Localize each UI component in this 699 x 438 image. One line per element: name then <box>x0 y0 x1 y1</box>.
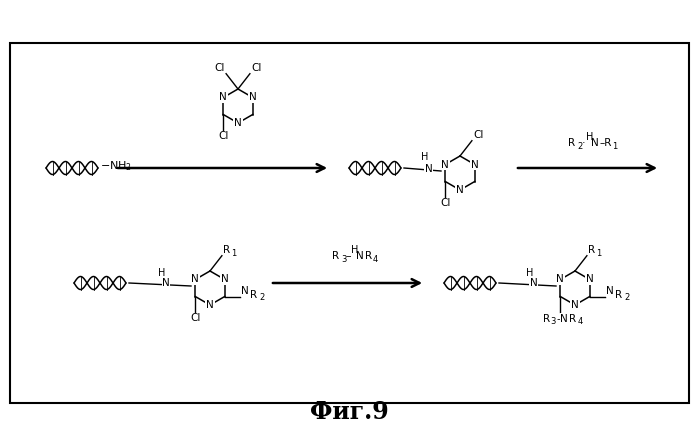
Text: H: H <box>421 152 428 162</box>
Text: $-$NH$_2$: $-$NH$_2$ <box>100 159 132 173</box>
Text: N: N <box>441 159 449 170</box>
Text: N: N <box>219 92 227 102</box>
Bar <box>10 43 689 403</box>
Text: 2: 2 <box>624 293 629 302</box>
Text: –: – <box>345 251 351 261</box>
Text: N: N <box>606 286 614 297</box>
Text: N: N <box>424 163 433 173</box>
Text: N: N <box>356 251 364 261</box>
Text: 4: 4 <box>577 317 582 326</box>
Text: H: H <box>158 268 166 278</box>
Text: Cl: Cl <box>440 198 450 208</box>
Text: N: N <box>561 314 568 324</box>
Text: H: H <box>352 245 359 255</box>
Text: R: R <box>569 314 577 324</box>
Text: R: R <box>365 251 372 261</box>
Text: –R: –R <box>600 138 612 148</box>
Text: N: N <box>591 138 599 148</box>
Text: N: N <box>471 159 479 170</box>
Text: 1: 1 <box>596 249 601 258</box>
Text: R: R <box>588 245 595 255</box>
Text: Фиг.9: Фиг.9 <box>310 400 389 424</box>
Text: H: H <box>526 268 533 278</box>
Text: N: N <box>556 275 564 285</box>
Text: 4: 4 <box>373 255 378 264</box>
Text: 1: 1 <box>612 142 617 151</box>
Text: N: N <box>530 279 538 289</box>
Text: 3: 3 <box>550 317 555 326</box>
Text: 1: 1 <box>231 249 236 258</box>
Text: N: N <box>241 286 249 297</box>
Text: H: H <box>586 132 593 142</box>
Text: R: R <box>332 251 339 261</box>
Text: N: N <box>586 275 593 285</box>
Text: R: R <box>250 290 257 300</box>
Text: N: N <box>249 92 257 102</box>
Text: N: N <box>221 275 229 285</box>
Text: –: – <box>556 314 562 324</box>
Text: N: N <box>206 300 214 310</box>
Text: Cl: Cl <box>190 313 201 323</box>
Text: 2: 2 <box>577 142 583 151</box>
Text: N: N <box>192 275 199 285</box>
Text: R: R <box>615 290 622 300</box>
Text: Cl: Cl <box>215 63 225 73</box>
Text: N: N <box>162 279 170 289</box>
Text: Cl: Cl <box>218 131 229 141</box>
Text: Cl: Cl <box>251 63 261 73</box>
Text: 3: 3 <box>341 255 347 264</box>
Text: N: N <box>234 118 242 128</box>
Text: ·: · <box>582 138 586 148</box>
Text: N: N <box>571 300 579 310</box>
Text: R: R <box>543 314 550 324</box>
Text: N: N <box>456 185 464 195</box>
Text: Cl: Cl <box>473 130 483 140</box>
Text: 2: 2 <box>259 293 264 302</box>
Text: R: R <box>568 138 575 148</box>
Text: R: R <box>223 245 230 255</box>
